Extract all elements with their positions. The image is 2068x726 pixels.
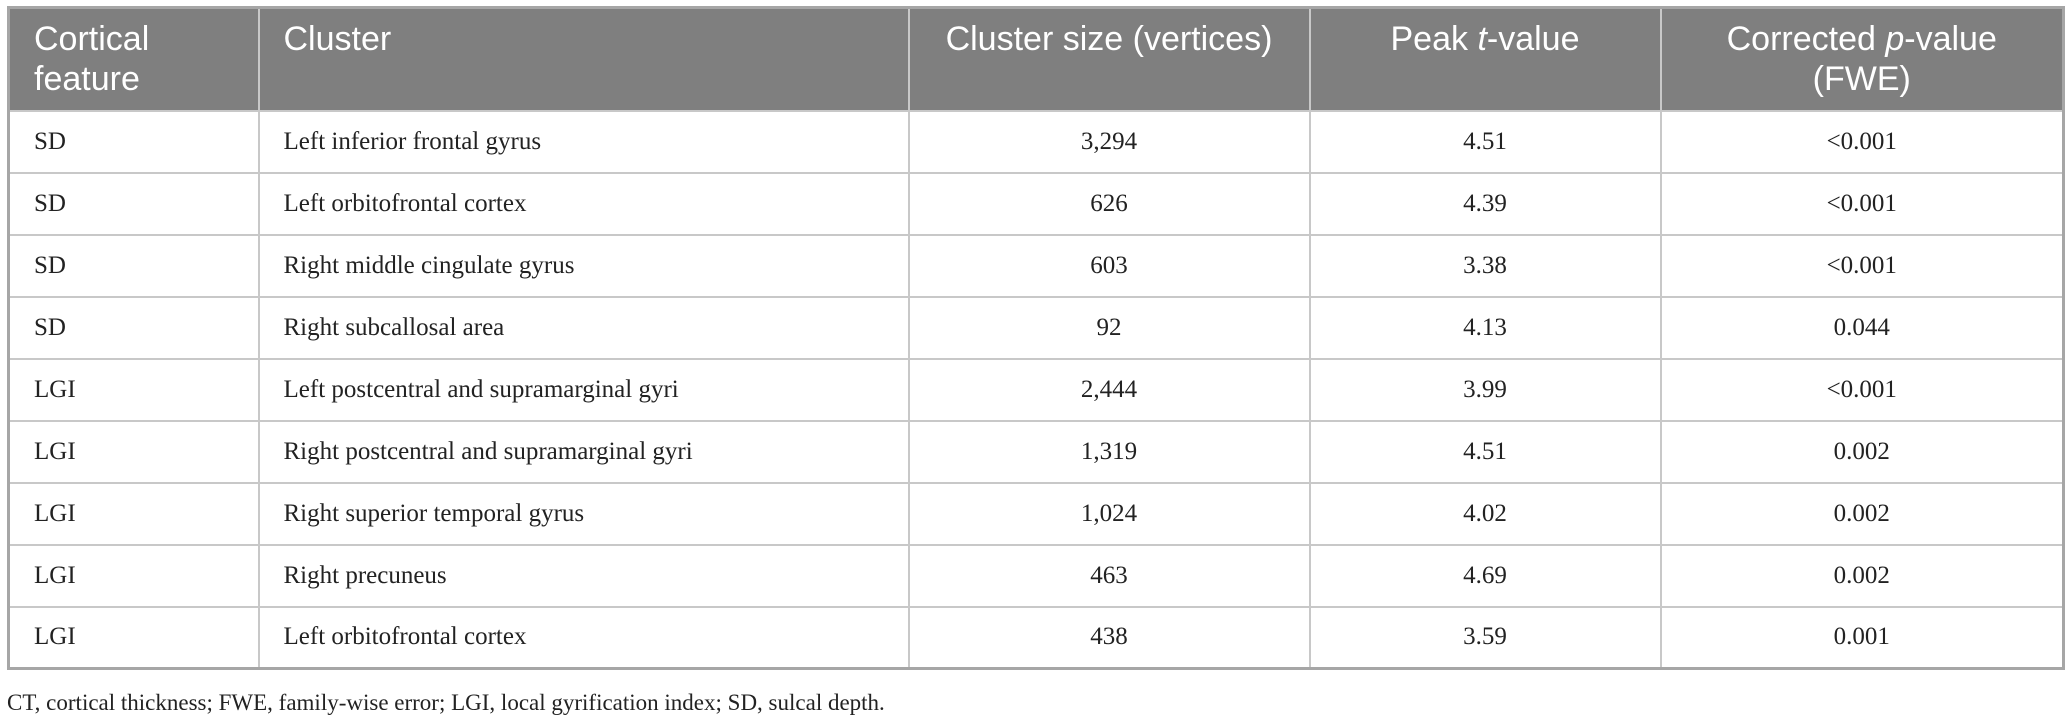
table-cell: 4.51 [1308, 109, 1661, 173]
header-cell: Corrected p-value (FWE) [1659, 7, 2064, 111]
table-cell: 3,294 [907, 109, 1310, 173]
table-cell: SD [8, 295, 259, 359]
header-text: t [1477, 20, 1487, 58]
header-text: Cortical feature [34, 20, 150, 98]
table-cell: 0.002 [1659, 481, 2064, 545]
table-cell: 4.69 [1308, 543, 1661, 607]
table-row: LGI Right postcentral and supramarginal g… [8, 419, 2064, 483]
table-cell: <0.001 [1659, 357, 2064, 421]
table-cell: 438 [907, 605, 1310, 669]
table-cell: 1,319 [907, 419, 1310, 483]
table-cell: Right subcallosal area [257, 295, 909, 359]
header-text: Cluster size (vertices) [945, 20, 1273, 58]
table-cell: LGI [8, 357, 259, 421]
header-text: Corrected [1726, 20, 1886, 58]
header-text: -value (FWE) [1812, 20, 1997, 98]
header-row: Cortical feature Cluster Cluster size (ver… [8, 7, 2064, 111]
table-cell: LGI [8, 605, 259, 669]
table-row: SD Left orbitofrontal cortex 626 4.39 <0.001 [8, 171, 2064, 235]
table-cell: SD [8, 233, 259, 297]
table-cell: 3.38 [1308, 233, 1661, 297]
header-cell: Cluster size (vertices) [907, 7, 1310, 111]
table-row: LGI Right precuneus 463 4.69 0.002 [8, 543, 2064, 607]
table-body: SD Left inferior frontal gyrus 3,294 4.51 <0… [8, 109, 2064, 669]
table-cell: 463 [907, 543, 1310, 607]
table-cell: Left postcentral and supramarginal gyri [257, 357, 909, 421]
table-cell: 1,024 [907, 481, 1310, 545]
table-cell: Right middle cingulate gyrus [257, 233, 909, 297]
table-cell: <0.001 [1659, 171, 2064, 235]
table-row: LGI Left postcentral and supramarginal gy… [8, 357, 2064, 421]
table-cell: 3.59 [1308, 605, 1661, 669]
table-cell: LGI [8, 481, 259, 545]
table-cell: <0.001 [1659, 109, 2064, 173]
table-cell: Right postcentral and supramarginal gyri [257, 419, 909, 483]
header-text: -value [1486, 20, 1580, 58]
table-row: SD Left inferior frontal gyrus 3,294 4.51 <0… [8, 109, 2064, 173]
table-row: LGI Left orbitofrontal cortex 438 3.59 0.001 [8, 605, 2064, 669]
table-cell: 0.001 [1659, 605, 2064, 669]
table-cell: Right precuneus [257, 543, 909, 607]
table-cell: 0.044 [1659, 295, 2064, 359]
results-table: Cortical feature Cluster Cluster size (ver… [7, 6, 2065, 670]
table-cell: 4.39 [1308, 171, 1661, 235]
table-cell: Left inferior frontal gyrus [257, 109, 909, 173]
table-row: SD Right middle cingulate gyrus 603 3.38 <0.… [8, 233, 2064, 297]
table-cell: Left orbitofrontal cortex [257, 605, 909, 669]
table-cell: 3.99 [1308, 357, 1661, 421]
table-row: LGI Right superior temporal gyrus 1,024 4.0… [8, 481, 2064, 545]
header-text: p [1885, 20, 1905, 58]
table-cell: SD [8, 109, 259, 173]
header-cell: Cortical feature [8, 7, 259, 111]
table-cell: 2,444 [907, 357, 1310, 421]
table-cell: Right superior temporal gyrus [257, 481, 909, 545]
table-cell: 626 [907, 171, 1310, 235]
table-cell: <0.001 [1659, 233, 2064, 297]
table-cell: 4.13 [1308, 295, 1661, 359]
header-text: Cluster [283, 20, 392, 58]
table-cell: 603 [907, 233, 1310, 297]
table-row: SD Right subcallosal area 92 4.13 0.044 [8, 295, 2064, 359]
table-cell: 4.51 [1308, 419, 1661, 483]
table-cell: 0.002 [1659, 543, 2064, 607]
table-cell: LGI [8, 419, 259, 483]
header-cell: Peak t-value [1308, 7, 1661, 111]
table-cell: Left orbitofrontal cortex [257, 171, 909, 235]
table-cell: 92 [907, 295, 1310, 359]
table-cell: 4.02 [1308, 481, 1661, 545]
table-cell: SD [8, 171, 259, 235]
header-cell: Cluster [257, 7, 909, 111]
table-cell: LGI [8, 543, 259, 607]
header-text: Peak [1390, 20, 1478, 58]
table-cell: 0.002 [1659, 419, 2064, 483]
footnote: CT, cortical thickness; FWE, family-wise… [7, 690, 885, 715]
